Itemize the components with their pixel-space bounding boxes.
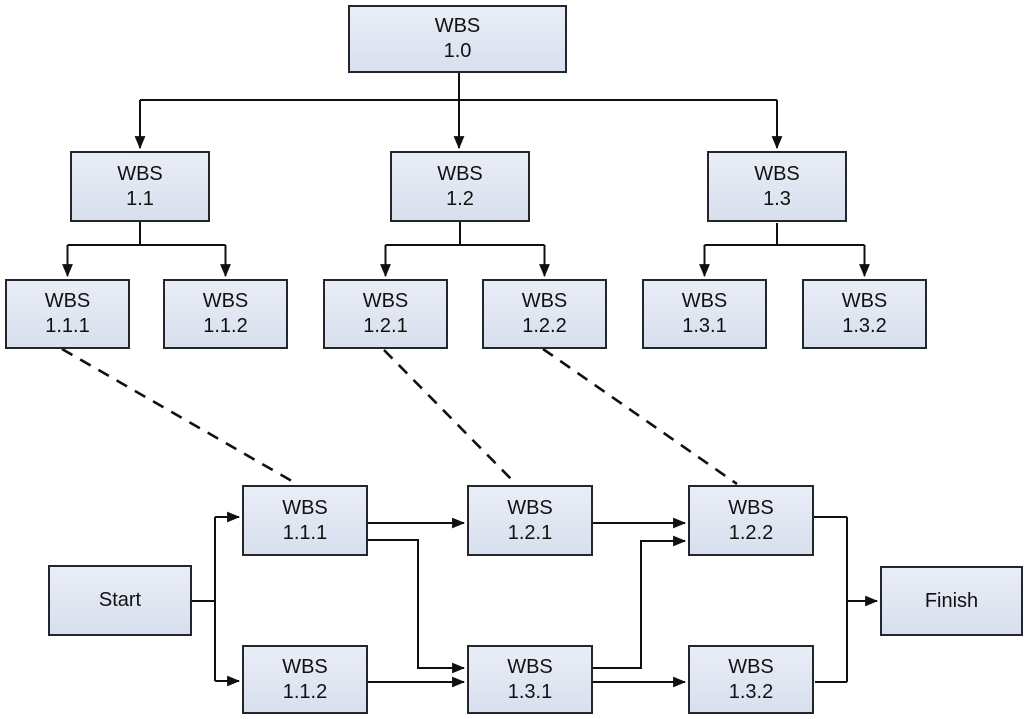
node-label-line2: 1.1.1 [282, 521, 328, 544]
node-label-line1: WBS [202, 290, 249, 312]
tree-node-wbs-1-2-1: WBS 1.2.1 [323, 279, 448, 349]
node-label-line1: WBS [841, 290, 888, 312]
network-node-wbs-1-3-2: WBS 1.3.2 [688, 645, 814, 714]
node-label-line2: 1.3.2 [728, 680, 774, 703]
network-node-wbs-1-3-1: WBS 1.3.1 [467, 645, 593, 714]
tree-node-wbs-1-3-1: WBS 1.3.1 [642, 279, 767, 349]
node-label-line1: WBS [434, 15, 481, 37]
tree-node-wbs-1-3: WBS 1.3 [707, 151, 847, 222]
mapping-link-1-1-1 [61, 347, 298, 486]
mapping-link-1-2-1 [383, 349, 517, 485]
network-node-wbs-1-1-2: WBS 1.1.2 [242, 645, 368, 714]
node-label-line2: 1.3 [763, 187, 791, 210]
node-label-line1: WBS [728, 496, 774, 519]
node-label-line1: WBS [282, 496, 328, 519]
node-label-line1: WBS [282, 655, 328, 678]
node-label-line2: 1.1.1 [45, 315, 90, 337]
network-node-start: Start [48, 565, 192, 636]
tree-node-wbs-1-0: WBS 1.0 [348, 5, 567, 73]
tree-node-wbs-1-1: WBS 1.1 [70, 151, 210, 222]
node-label-line1: WBS [521, 290, 568, 312]
tree-node-wbs-1-1-1: WBS 1.1.1 [5, 279, 130, 349]
edge-net-1-1-1-to-1-3-1 [368, 539, 466, 674]
node-label-line2: 1.2.1 [507, 521, 553, 544]
network-node-finish: Finish [880, 566, 1023, 636]
node-label-line2: 1.3.2 [842, 315, 887, 337]
node-label-line2: 1.2.2 [728, 521, 774, 544]
node-label-line1: WBS [362, 290, 409, 312]
node-label-line2: 1.1.2 [282, 680, 328, 703]
node-label-line1: Finish [924, 589, 979, 612]
node-label-line2: 1.2 [446, 187, 474, 210]
mapping-link-1-2-2 [542, 347, 738, 486]
edge-net-1-3-1-to-1-2-2 [593, 535, 687, 669]
node-label-line2: 1.2.2 [522, 315, 567, 337]
node-label-line2: 1.1.2 [203, 315, 248, 337]
node-label-line1: WBS [728, 655, 774, 678]
node-label-line2: 1.3.1 [682, 315, 727, 337]
tree-node-wbs-1-3-2: WBS 1.3.2 [802, 279, 927, 349]
node-label-line2: 1.2.1 [363, 315, 408, 337]
tree-node-wbs-1-2-2: WBS 1.2.2 [482, 279, 607, 349]
network-node-wbs-1-2-2: WBS 1.2.2 [688, 485, 814, 556]
network-node-wbs-1-1-1: WBS 1.1.1 [242, 485, 368, 556]
node-label-line1: WBS [437, 162, 483, 185]
node-label-line1: Start [98, 589, 142, 611]
node-label-line1: WBS [44, 290, 91, 312]
node-label-line1: WBS [507, 655, 553, 678]
node-label-line2: 1.0 [443, 40, 472, 62]
node-label-line1: WBS [681, 290, 728, 312]
node-label-line1: WBS [507, 496, 553, 519]
node-label-line2: 1.3.1 [507, 680, 553, 703]
node-label-line1: WBS [117, 162, 163, 185]
node-label-line1: WBS [754, 162, 800, 185]
network-node-wbs-1-2-1: WBS 1.2.1 [467, 485, 593, 556]
tree-node-wbs-1-2: WBS 1.2 [390, 151, 530, 222]
node-label-line2: 1.1 [126, 187, 154, 210]
tree-node-wbs-1-1-2: WBS 1.1.2 [163, 279, 288, 349]
